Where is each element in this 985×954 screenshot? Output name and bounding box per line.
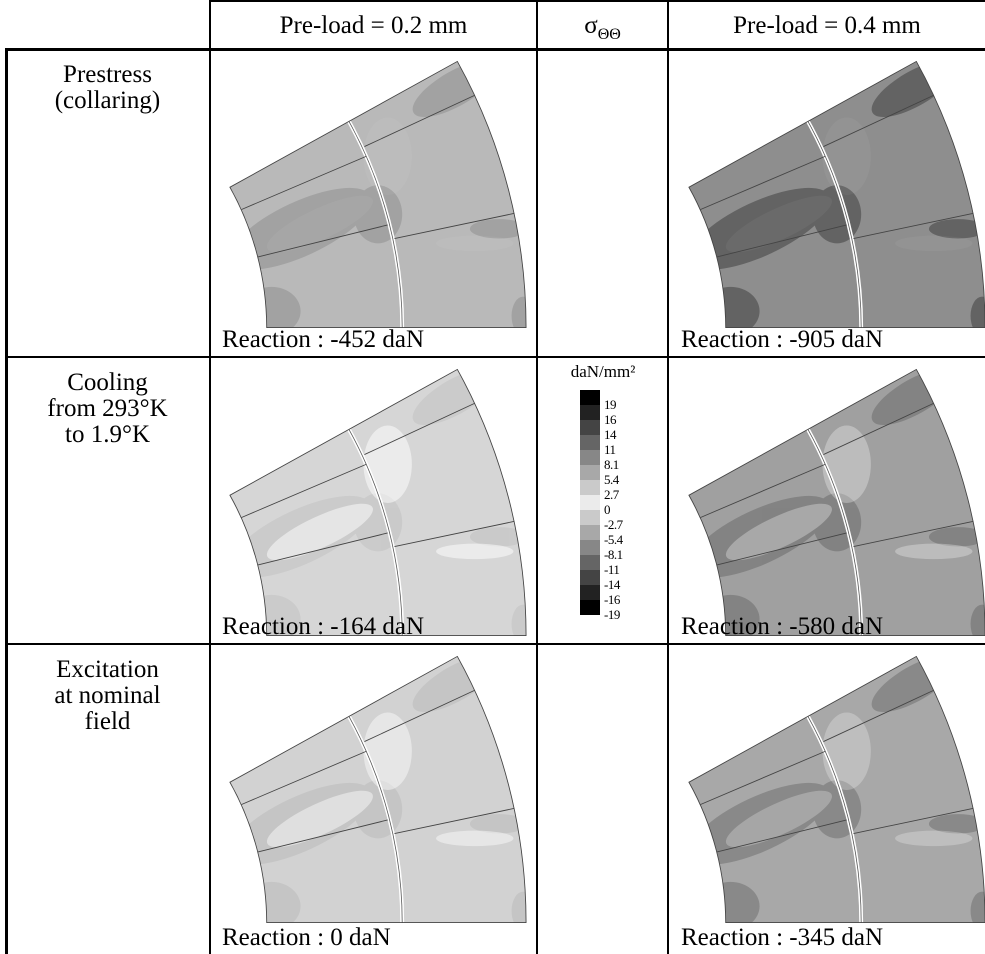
row-label-line: Prestress — [63, 61, 152, 88]
legend-swatch — [580, 540, 600, 555]
table-border — [5, 48, 8, 954]
column-header: σΘΘ — [538, 4, 667, 48]
legend-swatch — [580, 495, 600, 510]
legend-label: -8.1 — [604, 547, 623, 562]
legend-swatch — [580, 435, 600, 450]
legend-swatch — [580, 450, 600, 465]
stress-plot — [228, 364, 528, 640]
reaction-label: Reaction : -345 daN — [681, 924, 884, 951]
table-border — [5, 643, 985, 645]
legend-label: -2.7 — [604, 517, 623, 532]
row-label-line: (collaring) — [54, 87, 161, 114]
legend-swatch — [580, 390, 600, 405]
row-label: Prestress (collaring) — [10, 62, 205, 114]
row-label-line: field — [84, 708, 131, 735]
legend-swatch — [580, 525, 600, 540]
legend-label: 16 — [604, 412, 617, 427]
legend-row: -19 — [540, 600, 666, 622]
legend-label: -11 — [604, 562, 620, 577]
row-label: Excitation at nominal field — [10, 657, 205, 735]
row-label-line: to 1.9°K — [65, 421, 150, 448]
table-border — [5, 356, 985, 358]
legend-label: -14 — [604, 577, 620, 592]
stress-symbol: σ — [584, 12, 598, 39]
legend-unit: daN/mm² — [570, 362, 636, 381]
row-label-line: Excitation — [56, 656, 159, 683]
legend-row: -2.7 — [540, 510, 666, 532]
legend-label: 19 — [604, 397, 617, 412]
legend-row: 11 — [540, 435, 666, 457]
reaction-label: Reaction : -452 daN — [222, 326, 425, 353]
legend-row: 16 — [540, 405, 666, 427]
legend-swatch — [580, 555, 600, 570]
table-border — [209, 0, 211, 954]
reaction-label: Reaction : -164 daN — [222, 613, 425, 640]
legend-label: 14 — [604, 427, 617, 442]
row-label: Cooling from 293°K to 1.9°K — [10, 370, 205, 448]
legend-swatch — [580, 405, 600, 420]
legend-swatch — [580, 585, 600, 600]
stress-plot — [687, 364, 985, 640]
legend-row: -16 — [540, 585, 666, 607]
legend-swatch — [580, 420, 600, 435]
legend-row: 19 — [540, 390, 666, 412]
legend-label: -16 — [604, 592, 620, 607]
row-label-line: at nominal — [54, 682, 161, 709]
reaction-label: Reaction : -580 daN — [681, 613, 884, 640]
legend-label: -5.4 — [604, 532, 623, 547]
stress-plot — [687, 56, 985, 332]
column-header: Pre-load = 0.2 mm — [279, 12, 468, 39]
legend-row: 0 — [540, 495, 666, 517]
reaction-label: Reaction : -905 daN — [681, 326, 884, 353]
legend-row: -11 — [540, 555, 666, 577]
legend-row: 2.7 — [540, 480, 666, 502]
stress-plot — [687, 651, 985, 927]
legend-row: -5.4 — [540, 525, 666, 547]
legend-row: -8.1 — [540, 540, 666, 562]
legend-swatch — [580, 600, 600, 615]
legend-swatch — [580, 570, 600, 585]
legend-swatch — [580, 510, 600, 525]
legend-label: -19 — [604, 607, 620, 622]
legend-row: 5.4 — [540, 465, 666, 487]
stress-plot — [228, 56, 528, 332]
stress-subscript: ΘΘ — [597, 26, 621, 43]
legend-row: -14 — [540, 570, 666, 592]
stress-plot — [228, 651, 528, 927]
table-border — [536, 0, 538, 954]
column-header: Pre-load = 0.4 mm — [733, 12, 921, 39]
table-border — [667, 0, 669, 954]
legend-swatch — [580, 465, 600, 480]
legend-row: 8.1 — [540, 450, 666, 472]
legend-label: 5.4 — [604, 472, 619, 487]
legend-label: 8.1 — [604, 457, 619, 472]
legend-row: 14 — [540, 420, 666, 442]
legend: daN/mm² 19 16 14 11 8.1 5.4 2.7 0 -2.7 -5.4 -8.1 -1… — [540, 362, 666, 622]
reaction-label: Reaction : 0 daN — [222, 924, 391, 951]
legend-label: 11 — [604, 442, 616, 457]
table-border — [210, 0, 985, 2]
legend-label: 0 — [604, 502, 611, 517]
table-border — [5, 48, 985, 51]
legend-swatch — [580, 480, 600, 495]
legend-label: 2.7 — [604, 487, 619, 502]
row-label-line: from 293°K — [47, 395, 168, 422]
legend-scale: 19 16 14 11 8.1 5.4 2.7 0 -2.7 -5.4 -8.1 -11 -14 -16-… — [540, 390, 666, 622]
row-label-line: Cooling — [67, 369, 148, 396]
